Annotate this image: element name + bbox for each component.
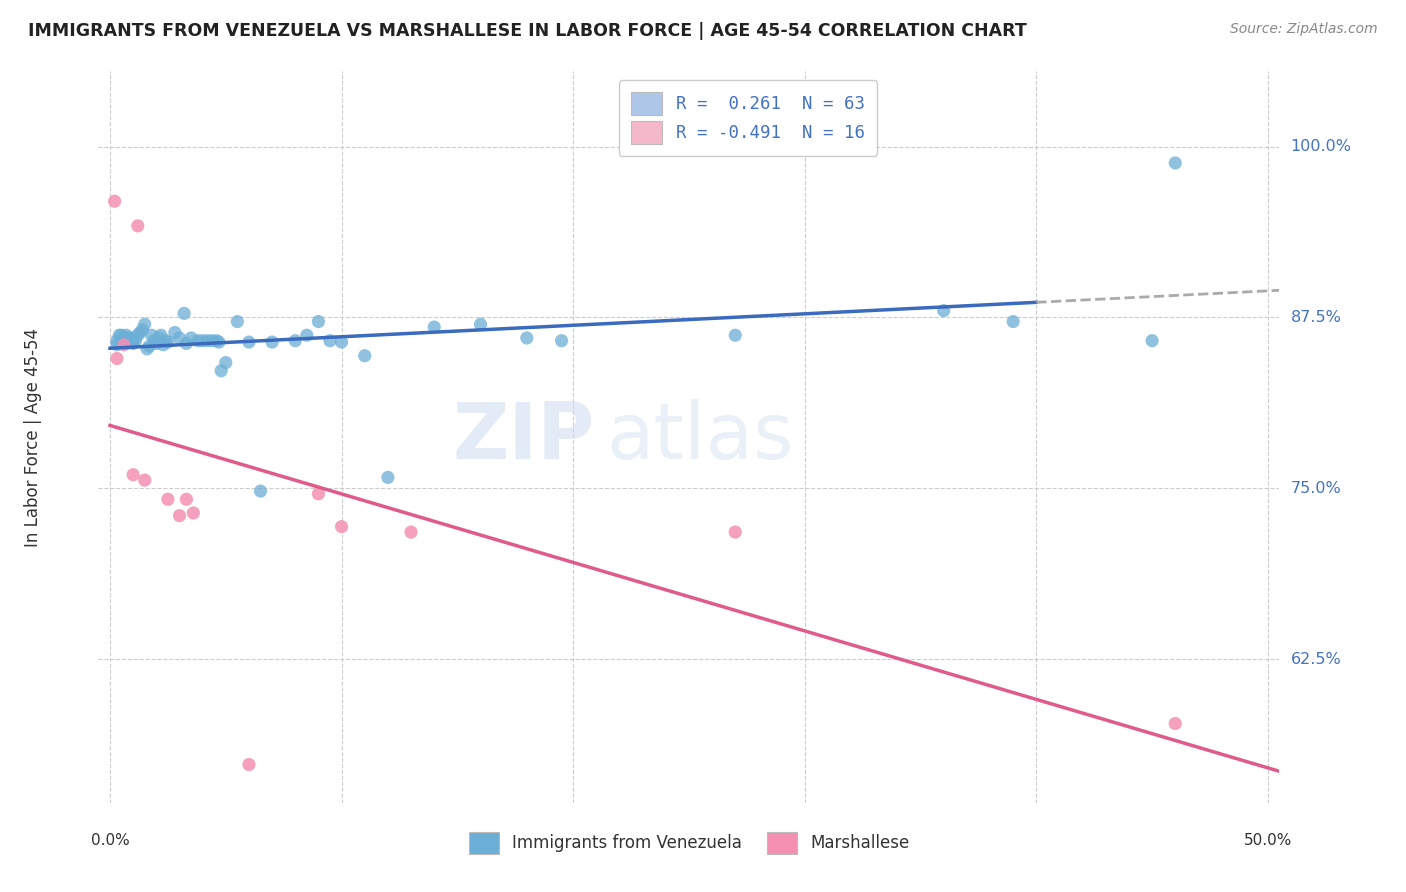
Point (180, 331, 202, 345)
Text: 100.0%: 100.0% (1291, 139, 1351, 154)
Point (470, 318, 492, 332)
Text: In Labor Force | Age 45-54: In Labor Force | Age 45-54 (24, 327, 42, 547)
Point (399, 525, 422, 540)
Point (122, 331, 145, 345)
Point (124, 334, 146, 348)
Point (120, 334, 142, 348)
Point (1164, 156, 1187, 170)
Point (134, 473, 156, 487)
Point (120, 334, 142, 349)
Text: 75.0%: 75.0% (1291, 481, 1341, 496)
Point (149, 328, 172, 343)
Point (201, 334, 224, 348)
Point (176, 336, 198, 351)
Point (143, 334, 166, 348)
Point (148, 331, 170, 345)
Point (110, 328, 132, 343)
Point (724, 525, 747, 540)
Point (138, 339, 160, 353)
Point (284, 334, 307, 348)
Point (131, 323, 153, 337)
Point (163, 326, 186, 340)
Text: 0.0%: 0.0% (90, 833, 129, 848)
Point (104, 194, 127, 209)
Point (145, 336, 167, 351)
Point (136, 342, 159, 356)
Point (516, 331, 538, 345)
Point (134, 318, 156, 332)
Point (307, 487, 329, 501)
Point (724, 328, 747, 343)
Point (423, 320, 446, 334)
Point (129, 326, 152, 340)
Point (330, 519, 353, 533)
Point (152, 338, 174, 352)
Point (319, 334, 342, 348)
Point (110, 334, 132, 348)
Point (187, 334, 209, 348)
Point (112, 336, 135, 351)
Point (169, 331, 191, 345)
Point (105, 351, 128, 366)
Point (191, 334, 214, 348)
Point (208, 334, 231, 349)
Point (226, 314, 249, 328)
Point (353, 349, 375, 363)
Point (183, 506, 205, 520)
Point (173, 306, 195, 320)
Point (295, 328, 318, 343)
Point (215, 355, 238, 369)
Point (377, 470, 399, 484)
Point (1164, 716, 1187, 731)
Point (330, 334, 353, 349)
Legend: Immigrants from Venezuela, Marshallese: Immigrants from Venezuela, Marshallese (463, 826, 915, 860)
Point (112, 331, 135, 345)
Point (307, 314, 329, 328)
Point (1002, 314, 1025, 328)
Point (932, 303, 955, 318)
Point (117, 334, 139, 348)
Point (176, 492, 198, 507)
Point (238, 757, 260, 772)
Point (127, 328, 149, 343)
Point (122, 336, 145, 351)
Point (115, 328, 138, 343)
Point (122, 467, 145, 482)
Point (108, 328, 131, 343)
Text: IMMIGRANTS FROM VENEZUELA VS MARSHALLESE IN LABOR FORCE | AGE 45-54 CORRELATION : IMMIGRANTS FROM VENEZUELA VS MARSHALLESE… (28, 22, 1026, 40)
Text: 50.0%: 50.0% (1244, 833, 1292, 848)
Point (550, 334, 572, 348)
Point (1140, 334, 1163, 348)
Point (156, 334, 179, 349)
Point (205, 334, 228, 348)
Point (115, 336, 138, 351)
Point (117, 331, 139, 345)
Text: ZIP: ZIP (453, 399, 595, 475)
Point (112, 338, 135, 352)
Point (105, 334, 128, 348)
Point (195, 334, 218, 348)
Point (127, 219, 149, 233)
Point (209, 364, 232, 378)
Text: 62.5%: 62.5% (1291, 652, 1341, 666)
Point (169, 508, 191, 523)
Point (238, 334, 260, 349)
Point (155, 334, 177, 348)
Text: atlas: atlas (606, 399, 794, 475)
Point (249, 484, 271, 499)
Point (105, 338, 128, 352)
Point (262, 334, 284, 349)
Text: Source: ZipAtlas.com: Source: ZipAtlas.com (1230, 22, 1378, 37)
Point (156, 492, 179, 507)
Text: 87.5%: 87.5% (1291, 310, 1341, 325)
Point (141, 328, 163, 343)
